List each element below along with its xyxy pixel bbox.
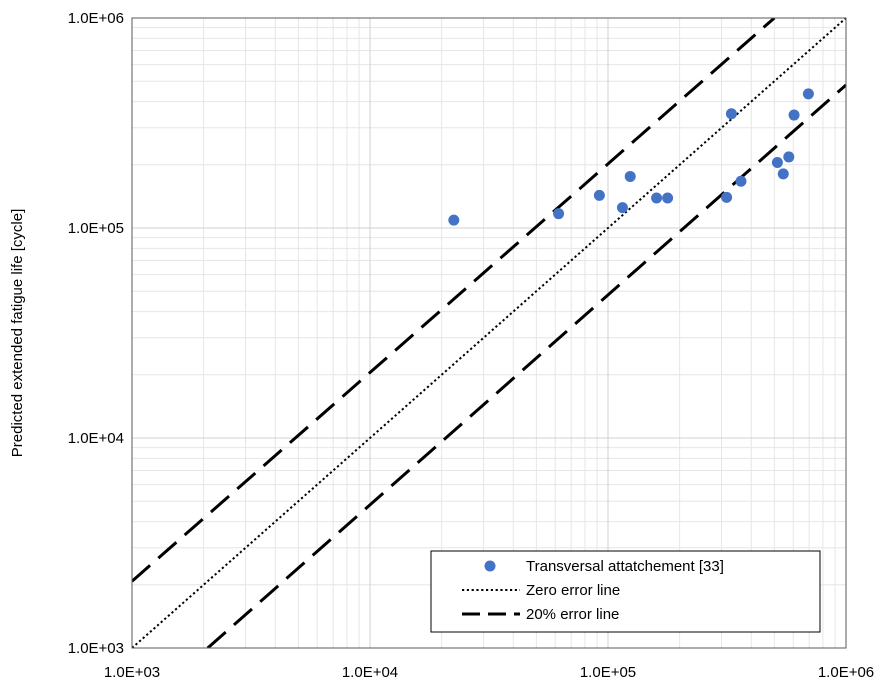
data-point	[788, 109, 800, 121]
data-point	[721, 191, 733, 203]
legend: Transversal attatchement [33] Zero error …	[430, 550, 821, 633]
data-point	[735, 175, 747, 187]
y-tick-label: 1.0E+04	[68, 430, 124, 447]
data-point	[783, 151, 795, 163]
data-point	[777, 168, 789, 180]
data-point	[662, 192, 674, 204]
series-layer	[132, 18, 846, 648]
plot-area-border	[131, 17, 847, 649]
data-point	[651, 192, 663, 204]
x-tick-label: 1.0E+06	[818, 664, 874, 681]
x-tick-label: 1.0E+03	[104, 664, 160, 681]
data-point	[553, 208, 565, 220]
legend-label: Zero error line	[526, 582, 620, 599]
data-point	[448, 214, 460, 226]
y-tick-label: 1.0E+05	[68, 220, 124, 237]
legend-marker-points	[484, 560, 496, 572]
data-point	[771, 157, 783, 169]
y-tick-label: 1.0E+06	[68, 10, 124, 27]
grid	[131, 17, 847, 649]
legend-box	[430, 550, 821, 633]
y-tick-label: 1.0E+03	[68, 640, 124, 657]
data-point	[802, 88, 814, 100]
data-point	[593, 189, 605, 201]
y-axis-label: Predicted extended fatigue life [cycle]	[9, 209, 26, 457]
zero-error-line	[132, 18, 846, 648]
legend-label: Transversal attatchement [33]	[526, 558, 724, 575]
x-tick-label: 1.0E+05	[580, 664, 636, 681]
tick-labels: 1.0E+03 1.0E+04 1.0E+05 1.0E+06 1.0E+03 1.0E+…	[68, 10, 874, 681]
x-tick-label: 1.0E+04	[342, 664, 398, 681]
data-point	[725, 108, 737, 120]
error-20pct-line	[132, 18, 776, 583]
data-point	[616, 202, 628, 214]
legend-label: 20% error line	[526, 606, 619, 623]
data-point	[624, 170, 636, 182]
